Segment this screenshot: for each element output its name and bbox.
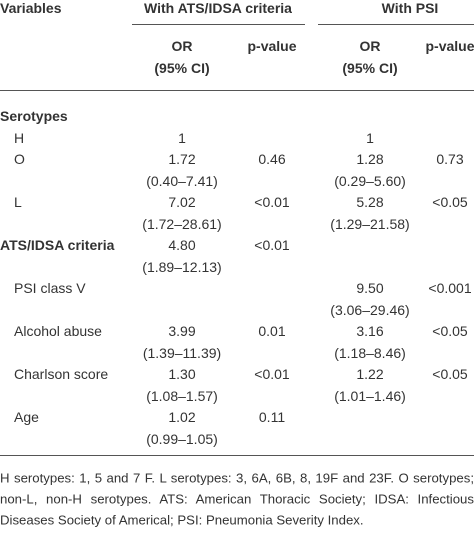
confidence-interval: (1.39–11.39) xyxy=(142,344,222,361)
p-value: <0.01 xyxy=(254,366,290,382)
odds-ratio: 1.30 xyxy=(168,366,196,382)
confidence-interval: (3.06–29.46) xyxy=(330,301,410,318)
column-header: p-value xyxy=(247,38,297,54)
odds-ratio: 1 xyxy=(366,129,374,146)
column-header: p-value xyxy=(425,38,474,54)
odds-ratio: 4.80 xyxy=(168,237,196,253)
p-value: <0.05 xyxy=(432,366,468,382)
odds-ratio: 1.28 xyxy=(356,151,384,167)
confidence-interval: (0.99–1.05) xyxy=(146,430,218,447)
column-header: (95% CI) xyxy=(154,60,210,76)
row-label: Charlson score xyxy=(14,366,109,382)
rule xyxy=(132,24,305,25)
p-value: 0.46 xyxy=(258,151,286,167)
row-label: Alcohol abuse xyxy=(14,323,102,339)
footnote-line: non-L, non-H serotypes. ATS: American Th… xyxy=(0,491,474,507)
confidence-interval: (1.29–21.58) xyxy=(330,215,410,232)
confidence-interval: (0.40–7.41) xyxy=(146,172,218,189)
p-value: 0.01 xyxy=(258,323,286,339)
rule xyxy=(0,455,474,456)
odds-ratio: 1.02 xyxy=(168,409,196,425)
confidence-interval: (1.18–8.46) xyxy=(334,344,406,361)
section-title: ATS/IDSA criteria xyxy=(0,237,115,253)
section-title: Serotypes xyxy=(0,108,68,124)
row-label: Age xyxy=(14,409,39,425)
p-value: <0.01 xyxy=(254,237,290,253)
footnote-line: H serotypes: 1, 5 and 7 F. L serotypes: … xyxy=(0,470,474,486)
odds-ratio: 3.99 xyxy=(168,323,196,339)
header-label: Variables xyxy=(0,0,62,16)
group-header: With ATS/IDSA criteria xyxy=(144,0,292,16)
confidence-interval: (1.72–28.61) xyxy=(142,215,222,232)
p-value: 0.73 xyxy=(436,151,464,167)
rule xyxy=(318,24,474,25)
footnote-line: Diseases Society of Americal; PSI: Pneum… xyxy=(0,512,364,528)
column-header: OR xyxy=(359,38,381,54)
confidence-interval: (1.08–1.57) xyxy=(146,387,218,404)
column-header: (95% CI) xyxy=(342,60,398,76)
confidence-interval: (0.29–5.60) xyxy=(334,172,406,189)
row-label: O xyxy=(14,151,25,167)
p-value: <0.05 xyxy=(432,323,468,339)
odds-ratio: 5.28 xyxy=(356,194,384,210)
group-header: With PSI xyxy=(381,0,439,16)
p-value: <0.05 xyxy=(432,194,468,210)
row-label: H xyxy=(14,129,25,146)
p-value: <0.001 xyxy=(428,280,472,296)
odds-ratio: 3.16 xyxy=(356,323,384,339)
row-label: PSI class V xyxy=(14,280,86,296)
odds-ratio: 1 xyxy=(178,129,186,146)
odds-ratio: 1.22 xyxy=(356,366,384,382)
confidence-interval: (1.89–12.13) xyxy=(142,258,222,275)
rule xyxy=(0,90,474,91)
odds-ratio: 9.50 xyxy=(356,280,384,296)
p-value: 0.11 xyxy=(258,409,286,425)
odds-ratio: 1.72 xyxy=(168,151,196,167)
confidence-interval: (1.01–1.46) xyxy=(334,387,406,404)
p-value: <0.01 xyxy=(254,194,290,210)
row-label: L xyxy=(14,194,22,210)
column-header: OR xyxy=(171,38,193,54)
odds-ratio: 7.02 xyxy=(168,194,196,210)
